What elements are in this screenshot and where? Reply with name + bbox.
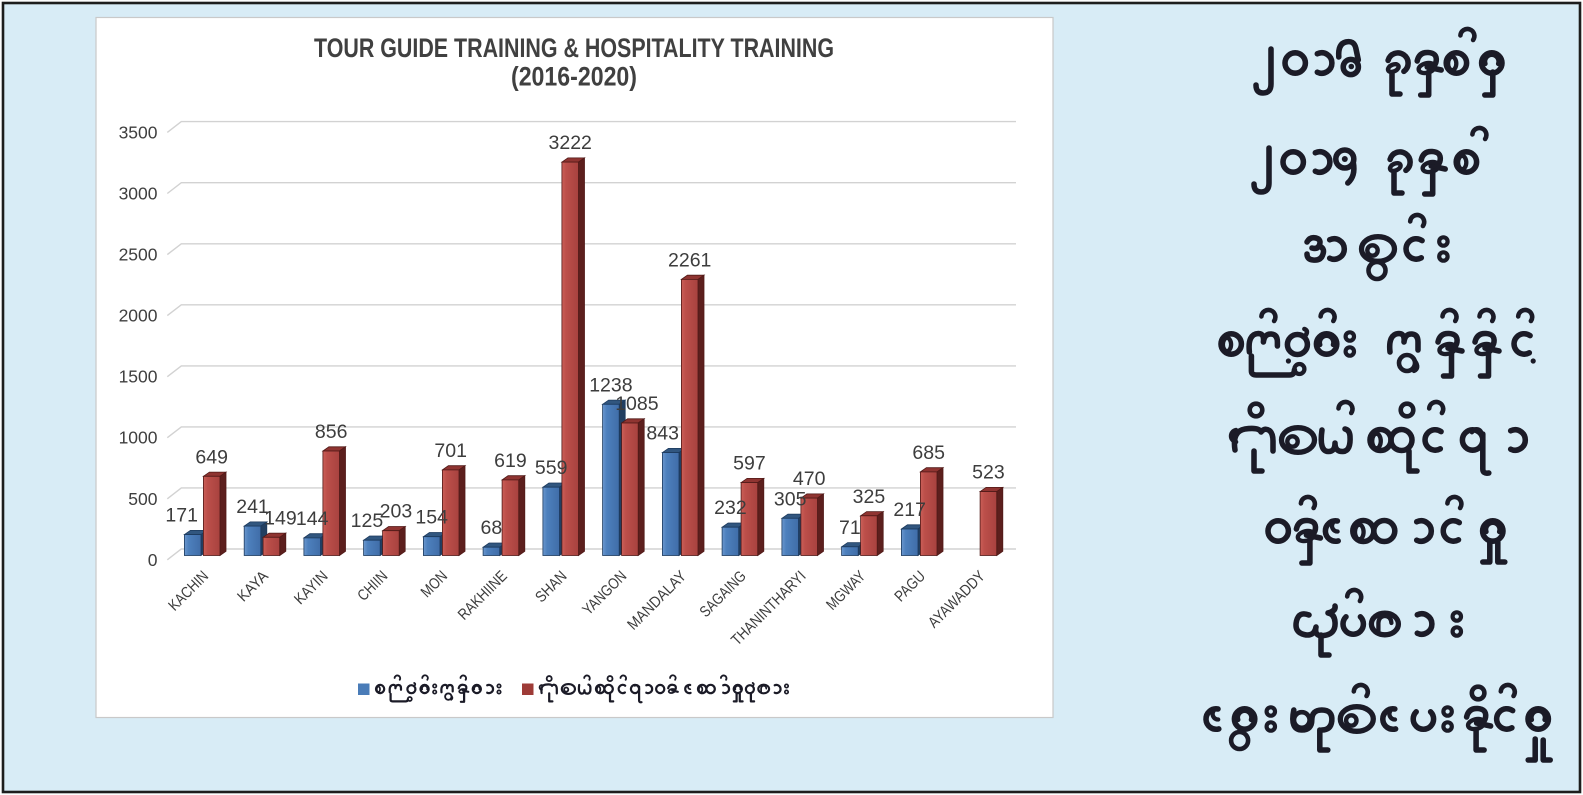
svg-text:523: 523 bbox=[972, 462, 1005, 484]
svg-text:1238: 1238 bbox=[589, 374, 632, 396]
svg-text:154: 154 bbox=[415, 507, 448, 529]
svg-text:500: 500 bbox=[128, 489, 157, 509]
svg-text:470: 470 bbox=[793, 468, 826, 490]
svg-text:685: 685 bbox=[912, 442, 945, 464]
svg-text:2500: 2500 bbox=[119, 245, 158, 265]
svg-text:71: 71 bbox=[839, 517, 861, 539]
svg-text:(2016-2020): (2016-2020) bbox=[511, 62, 637, 92]
svg-text:2000: 2000 bbox=[119, 306, 158, 326]
svg-text:203: 203 bbox=[380, 501, 413, 523]
svg-text:125: 125 bbox=[351, 510, 384, 532]
svg-text:856: 856 bbox=[315, 421, 348, 443]
svg-text:2261: 2261 bbox=[668, 249, 711, 271]
svg-text:1085: 1085 bbox=[615, 393, 659, 415]
svg-text:149: 149 bbox=[264, 507, 297, 529]
svg-text:305: 305 bbox=[774, 488, 807, 510]
svg-text:0: 0 bbox=[148, 550, 158, 570]
svg-text:68: 68 bbox=[481, 517, 503, 539]
svg-text:559: 559 bbox=[535, 457, 568, 479]
svg-text:843: 843 bbox=[646, 423, 679, 445]
svg-text:619: 619 bbox=[494, 450, 527, 472]
svg-text:701: 701 bbox=[434, 440, 467, 462]
svg-text:649: 649 bbox=[195, 446, 228, 468]
svg-text:1000: 1000 bbox=[119, 428, 158, 448]
svg-text:232: 232 bbox=[714, 497, 747, 519]
svg-text:144: 144 bbox=[296, 508, 329, 530]
svg-text:1500: 1500 bbox=[119, 367, 158, 387]
svg-text:241: 241 bbox=[236, 496, 269, 518]
svg-text:171: 171 bbox=[165, 505, 198, 527]
svg-text:3500: 3500 bbox=[119, 122, 158, 142]
svg-text:217: 217 bbox=[893, 499, 926, 521]
svg-text:3222: 3222 bbox=[549, 132, 592, 154]
svg-text:597: 597 bbox=[733, 453, 766, 475]
svg-text:325: 325 bbox=[853, 486, 886, 508]
svg-text:TOUR GUIDE TRAINING & HOSPITAL: TOUR GUIDE TRAINING & HOSPITALITY TRAINI… bbox=[314, 33, 834, 63]
svg-text:3000: 3000 bbox=[119, 184, 158, 204]
